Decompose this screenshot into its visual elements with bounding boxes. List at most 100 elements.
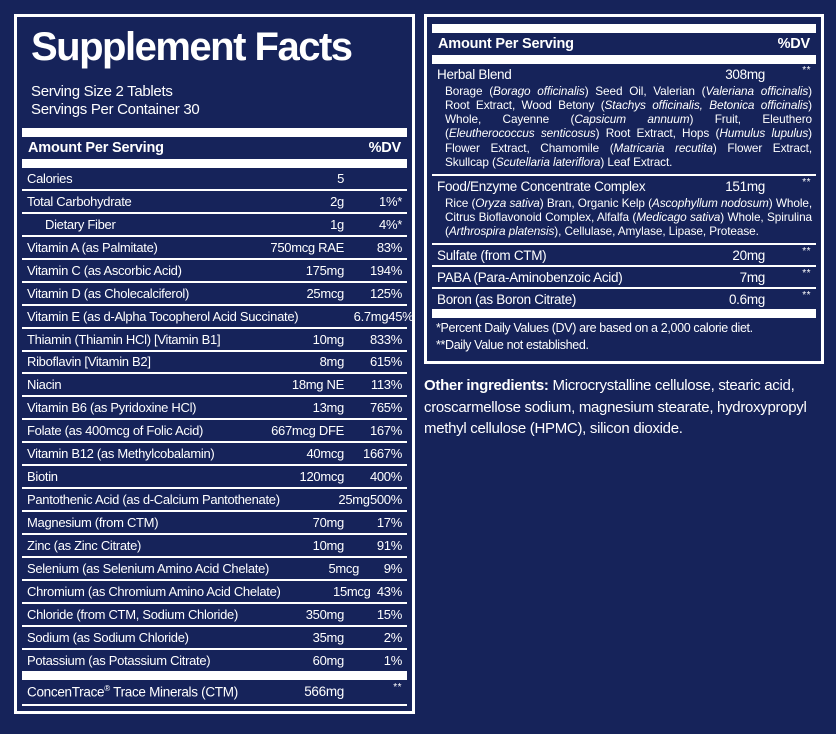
table-row: Vitamin D (as Cholecalciferol) 25mcg 125% — [22, 280, 407, 304]
ingredient-section: Food/Enzyme Concentrate Complex 151mg ** Ri… — [432, 173, 816, 243]
table-row: Selenium (as Selenium Amino Acid Chelate… — [22, 555, 407, 579]
nutrient-name: Selenium (as Selenium Amino Acid Chelate… — [27, 560, 270, 576]
nutrient-dv: 833% — [369, 331, 402, 347]
nutrient-amount: 20mg — [732, 248, 765, 264]
table-row: PABA (Para-Aminobenzoic Acid) 7mg ** — [432, 267, 816, 287]
nutrient-name: Chromium (as Chromium Amino Acid Chelate… — [27, 583, 281, 599]
nutrient-name: Potassium (as Potassium Citrate) — [27, 652, 211, 668]
dv-header-label: %DV — [368, 140, 402, 156]
nutrient-dv: 194% — [369, 262, 402, 278]
nutrient-amount: 566mg — [304, 683, 344, 699]
nutrient-amount: 25mcg — [306, 285, 344, 301]
nutrient-amount: 151mg — [725, 178, 765, 194]
divider-bar — [22, 128, 407, 137]
nutrient-name: Total Carbohydrate — [27, 193, 132, 209]
serving-size: Serving Size 2 Tablets — [31, 83, 173, 100]
ingredient-section: Sulfate (from CTM) 20mg ** — [432, 243, 816, 265]
table-row: Pantothenic Acid (as d-Calcium Pantothen… — [22, 487, 407, 510]
nutrient-dv: 1%* — [379, 193, 402, 209]
table-row: Zinc (as Zinc Citrate) 10mg 91% — [22, 533, 407, 556]
footnote-dv: *Percent Daily Values (DV) are based on … — [436, 321, 753, 336]
nutrient-amount: 70mg — [312, 515, 345, 531]
ingredient-description: Borage (Borago officinalis) Seed Oil, Va… — [445, 84, 813, 169]
table-row: Vitamin C (as Ascorbic Acid) 175mg 194% — [22, 257, 407, 281]
divider-bar — [432, 309, 816, 319]
nutrient-dv: 615% — [369, 354, 402, 370]
table-row: Boron (as Boron Citrate) 0.6mg ** — [432, 289, 816, 309]
table-row: Folate (as 400mcg of Folic Acid) 667mcg D… — [22, 418, 407, 441]
nutrient-amount: 6.7mg — [353, 308, 389, 324]
ingredient-section: Herbal Blend 308mg ** Borage (Borago offici… — [432, 64, 816, 174]
table-row: Potassium (as Potassium Citrate) 60mg 1% — [22, 647, 407, 671]
nutrient-name: Food/Enzyme Concentrate Complex — [437, 178, 646, 194]
nutrient-amount: 7mg — [739, 270, 766, 286]
nutrient-name: ConcenTrace® Trace Minerals (CTM) — [27, 683, 238, 700]
nutrient-name: Herbal Blend — [437, 67, 512, 82]
servings-per-container: Servings Per Container 30 — [31, 101, 200, 118]
nutrient-dv: 2% — [383, 629, 403, 645]
nutrient-amount: 15mcg — [333, 583, 371, 599]
nutrient-name: Magnesium (from CTM) — [27, 515, 159, 531]
nutrient-amount: 35mg — [312, 629, 345, 645]
nutrient-name: Vitamin B6 (as Pyridoxine HCl) — [27, 400, 197, 416]
divider-bar — [22, 159, 407, 168]
table-row: Vitamin B6 (as Pyridoxine HCl) 13mg 765% — [22, 395, 407, 418]
nutrient-amount: 750mcg RAE — [270, 239, 344, 255]
nutrient-dv: ** — [802, 290, 811, 302]
nutrient-name: Zinc (as Zinc Citrate) — [27, 537, 142, 553]
table-row: Vitamin A (as Palmitate) 750mcg RAE 83% — [22, 234, 407, 258]
nutrient-dv: 1% — [383, 652, 403, 668]
nutrient-dv: 4%* — [379, 216, 402, 232]
table-header: Amount Per Serving %DV — [22, 137, 407, 159]
nutrient-name: Pantothenic Acid (as d-Calcium Pantothen… — [27, 492, 280, 508]
nutrient-amount: 0.6mg — [728, 292, 765, 308]
table-row: Vitamin B12 (as Methylcobalamin) 40mcg 166… — [22, 441, 407, 464]
table-row: Niacin 18mg NE 113% — [22, 372, 407, 395]
nutrient-name: Vitamin D (as Cholecalciferol) — [27, 285, 189, 301]
nutrient-name: Thiamin (Thiamin HCl) [Vitamin B1] — [27, 331, 221, 347]
nutrient-dv: 45% — [388, 308, 414, 324]
nutrient-name: Boron (as Boron Citrate) — [437, 292, 577, 308]
ingredient-description: Rice (Oryza sativa) Bran, Organic Kelp (… — [445, 195, 812, 239]
table-row: Magnesium (from CTM) 70mg 17% — [22, 510, 407, 533]
nutrient-dv: 15% — [376, 606, 402, 622]
divider-bar — [432, 24, 816, 33]
footnotes: *Percent Daily Values (DV) are based on … — [436, 320, 812, 353]
table-row: Food/Enzyme Concentrate Complex 151mg ** — [432, 176, 816, 196]
nutrient-amount: 18mg NE — [291, 377, 344, 393]
nutrient-dv: 43% — [376, 583, 402, 599]
nutrient-name: Biotin — [27, 469, 58, 485]
ingredient-section: Boron (as Boron Citrate) 0.6mg ** — [432, 287, 816, 309]
nutrient-name: Vitamin C (as Ascorbic Acid) — [27, 262, 182, 278]
table-row: Chromium (as Chromium Amino Acid Chelate… — [22, 578, 407, 602]
supplement-facts-panel: Supplement Facts Serving Size 2 Tablets … — [14, 14, 415, 714]
table-row: Sodium (as Sodium Chloride) 35mg 2% — [22, 624, 407, 648]
nutrient-dv: 765% — [369, 400, 402, 416]
nutrient-dv: 400% — [369, 469, 402, 485]
ingredient-section: PABA (Para-Aminobenzoic Acid) 7mg ** — [432, 265, 816, 287]
table-row: Sulfate (from CTM) 20mg ** — [432, 245, 816, 265]
nutrient-name: Vitamin E (as d-Alpha Tocopherol Acid Su… — [27, 308, 299, 324]
panel-title: Supplement Facts — [31, 25, 353, 69]
table-row: Calories 5 — [22, 168, 407, 189]
nutrient-amount: 1g — [330, 216, 344, 232]
nutrient-amount: 60mg — [312, 652, 345, 668]
nutrient-name: PABA (Para-Aminobenzoic Acid) — [437, 270, 623, 286]
nutrient-dv: ** — [393, 681, 402, 693]
nutrient-amount: 8mg — [319, 354, 345, 370]
table-row: Dietary Fiber 1g 4%* — [22, 211, 407, 235]
nutrient-name: Sodium (as Sodium Chloride) — [27, 629, 189, 645]
nutrient-dv: ** — [802, 246, 811, 258]
other-ingredients: Other ingredients: Microcrystalline cell… — [424, 375, 824, 439]
nutrient-dv: 1667% — [363, 446, 402, 462]
nutrient-name: Chloride (from CTM, Sodium Chloride) — [27, 606, 238, 622]
amount-per-serving-label: Amount Per Serving — [28, 140, 164, 156]
supplement-facts-panel-continued: Amount Per Serving %DV Herbal Blend 308mg… — [424, 14, 824, 365]
nutrient-dv: 500% — [369, 492, 402, 508]
table-row: Biotin 120mcg 400% — [22, 464, 407, 487]
table-row: Chloride (from CTM, Sodium Chloride) 350m… — [22, 601, 407, 625]
dv-header-label: %DV — [777, 36, 811, 52]
nutrient-rows: Calories 5 Total Carbohydrate 2g 1%* Dietary … — [22, 168, 414, 671]
other-ingredients-text: Microcrystalline cellulose, stearic acid… — [424, 377, 807, 437]
table-row: Riboflavin [Vitamin B2] 8mg 615% — [22, 349, 407, 373]
